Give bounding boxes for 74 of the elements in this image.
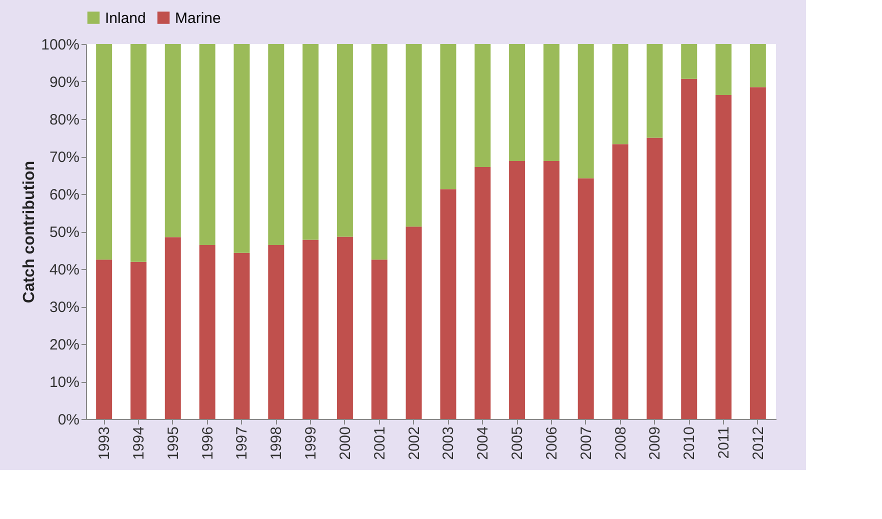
bar <box>268 44 284 245</box>
bar <box>336 236 353 419</box>
bar <box>234 252 250 419</box>
bar <box>336 44 353 237</box>
bar <box>371 260 388 419</box>
y-tick-label: 80% <box>49 112 80 128</box>
bar <box>96 260 112 419</box>
bar <box>199 245 216 419</box>
x-tick-label: 2006 <box>543 426 560 460</box>
x-tick-label: 2005 <box>509 426 526 460</box>
x-tick-label: 1996 <box>199 426 216 460</box>
bar <box>164 44 181 238</box>
y-tick-label: 30% <box>49 299 80 316</box>
bar <box>406 44 422 227</box>
bar <box>440 44 456 190</box>
x-tick-label: 1999 <box>302 426 320 460</box>
bar <box>681 78 698 419</box>
bar <box>750 44 766 88</box>
y-tick-label: 60% <box>49 186 80 204</box>
bar <box>681 44 698 79</box>
bar <box>750 87 766 419</box>
bar <box>371 44 388 260</box>
x-tick-label: 1998 <box>268 426 286 460</box>
y-tick-label: 40% <box>49 262 80 278</box>
bar <box>646 44 663 138</box>
x-tick-label: 2004 <box>474 426 492 460</box>
bar <box>164 237 181 419</box>
bar <box>130 262 146 419</box>
bar <box>268 245 284 419</box>
y-tick-label: 90% <box>49 74 80 91</box>
x-tick-label: 1994 <box>130 426 148 460</box>
bar <box>199 44 216 245</box>
bar <box>302 240 319 419</box>
bar <box>474 167 491 419</box>
bar <box>716 44 732 95</box>
y-tick-label: 50% <box>49 224 80 241</box>
bar <box>612 44 628 144</box>
x-tick-label: 1995 <box>164 426 182 460</box>
bar <box>509 44 526 161</box>
bar <box>302 44 319 240</box>
x-tick-label: 2008 <box>612 426 630 460</box>
bar <box>646 138 663 419</box>
bar <box>543 161 560 419</box>
bar <box>234 44 250 253</box>
y-tick-label: 20% <box>49 336 80 354</box>
bar <box>130 44 146 262</box>
bar <box>716 95 732 419</box>
x-tick-label: 1993 <box>96 426 114 460</box>
bar <box>474 44 491 167</box>
bar <box>440 189 456 419</box>
x-tick-label: 2000 <box>336 426 354 460</box>
x-tick-label: 1997 <box>234 426 251 460</box>
bar <box>543 44 560 161</box>
x-tick-label: 2011 <box>716 426 733 459</box>
bar <box>96 44 112 260</box>
x-tick-label: 2001 <box>371 426 388 460</box>
y-tick-label: 70% <box>49 149 80 166</box>
x-tick-label: 2009 <box>646 426 664 460</box>
bar <box>406 226 422 419</box>
x-tick-label: 2003 <box>440 426 458 460</box>
legend-label: Marine <box>175 10 221 27</box>
x-tick-label: 2002 <box>406 426 423 460</box>
legend-label: Inland <box>105 10 146 27</box>
y-tick-label: 10% <box>49 374 80 391</box>
y-axis-title: Catch contribution <box>21 160 38 304</box>
bar <box>509 161 526 419</box>
bar <box>612 144 628 419</box>
x-tick-label: 2010 <box>681 426 698 460</box>
x-tick-label: 2007 <box>578 426 595 460</box>
y-tick-label: 100% <box>41 36 80 54</box>
y-tick-label: 0% <box>58 412 80 428</box>
x-tick-label: 2012 <box>750 426 767 460</box>
bar <box>578 44 594 178</box>
bar <box>578 178 594 419</box>
